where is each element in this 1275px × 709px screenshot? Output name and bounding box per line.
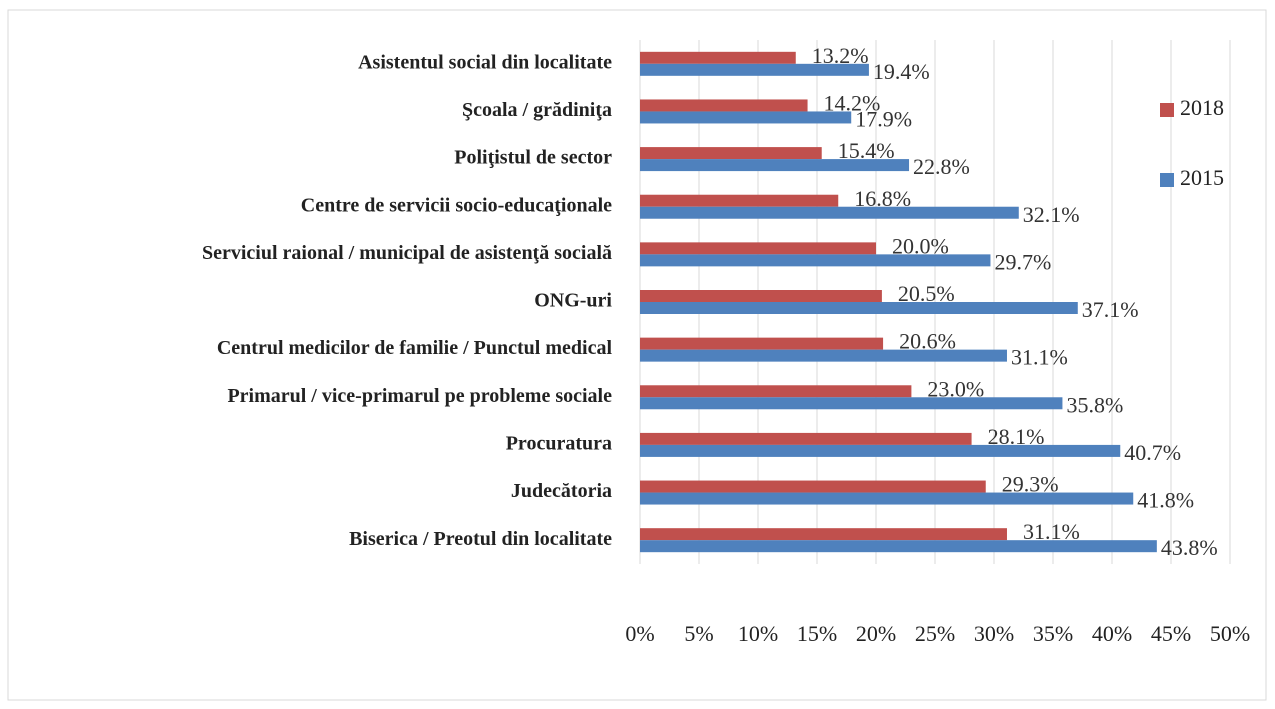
bar	[640, 397, 1063, 410]
x-tick-label: 15%	[797, 621, 837, 646]
x-tick-label: 10%	[738, 621, 778, 646]
x-tick-label: 50%	[1210, 621, 1250, 646]
value-label: 29.7%	[994, 249, 1051, 274]
legend-swatch	[1160, 173, 1174, 187]
bar	[640, 159, 910, 172]
category-label: Centre de servicii socio-educaţionale	[301, 194, 612, 216]
value-label: 15.4%	[838, 138, 895, 163]
x-tick-label: 30%	[974, 621, 1014, 646]
value-label: 35.8%	[1066, 392, 1123, 417]
x-tick-label: 35%	[1033, 621, 1073, 646]
bar	[640, 492, 1134, 505]
value-label: 20.6%	[899, 329, 956, 354]
x-tick-label: 25%	[915, 621, 955, 646]
bar	[640, 254, 991, 267]
legend-swatch	[1160, 103, 1174, 117]
value-label: 31.1%	[1011, 345, 1068, 370]
value-label: 32.1%	[1023, 202, 1080, 227]
bar	[640, 528, 1007, 541]
bar	[640, 480, 986, 493]
bar	[640, 385, 912, 398]
value-label: 43.8%	[1161, 535, 1218, 560]
chart-frame	[7, 9, 1267, 701]
category-label: Poliţistul de sector	[454, 147, 612, 169]
category-label: ONG-uri	[534, 290, 612, 312]
category-label: Procuratura	[506, 433, 612, 455]
value-label: 28.1%	[988, 424, 1045, 449]
category-label: Judecătoria	[511, 480, 612, 502]
x-tick-label: 40%	[1092, 621, 1132, 646]
bar	[640, 290, 882, 302]
bar	[640, 337, 884, 350]
value-label: 23.0%	[927, 376, 984, 401]
value-label: 20.0%	[892, 233, 949, 258]
value-label: 41.8%	[1137, 488, 1194, 513]
legend-label: 2015	[1180, 165, 1224, 190]
category-label: Biserica / Preotul din localitate	[349, 528, 612, 550]
value-label: 40.7%	[1124, 440, 1181, 465]
bar	[640, 540, 1157, 553]
bar	[640, 444, 1121, 457]
value-label: 22.8%	[913, 154, 970, 179]
category-label: Şcoala / grădiniţa	[462, 99, 612, 121]
x-tick-label: 0%	[625, 621, 654, 646]
legend-label: 2018	[1180, 95, 1224, 120]
category-label: Centrul medicilor de familie / Punctul m…	[217, 337, 613, 359]
value-label: 17.9%	[855, 107, 912, 132]
bar	[640, 194, 839, 207]
bar	[640, 349, 1007, 362]
value-label: 19.4%	[873, 59, 930, 84]
value-label: 13.2%	[812, 43, 869, 68]
bar	[640, 302, 1078, 314]
x-tick-label: 45%	[1151, 621, 1191, 646]
bar	[640, 206, 1019, 219]
category-label: Serviciul raional / municipal de asisten…	[202, 242, 612, 264]
bar	[640, 51, 796, 64]
value-label: 29.3%	[1002, 472, 1059, 497]
category-label: Asistentul social din localitate	[358, 51, 612, 73]
category-label: Primarul / vice-primarul pe probleme soc…	[227, 385, 612, 407]
x-tick-label: 5%	[684, 621, 713, 646]
bar	[640, 242, 876, 255]
bar	[640, 147, 822, 160]
value-label: 16.8%	[854, 186, 911, 211]
bar	[640, 63, 869, 76]
bar	[640, 111, 852, 124]
bar	[640, 99, 808, 112]
bar	[640, 432, 972, 445]
value-label: 37.1%	[1082, 297, 1139, 322]
value-label: 31.1%	[1023, 519, 1080, 544]
value-label: 20.5%	[898, 281, 955, 306]
x-tick-label: 20%	[856, 621, 896, 646]
value-label: 14.2%	[824, 91, 881, 116]
